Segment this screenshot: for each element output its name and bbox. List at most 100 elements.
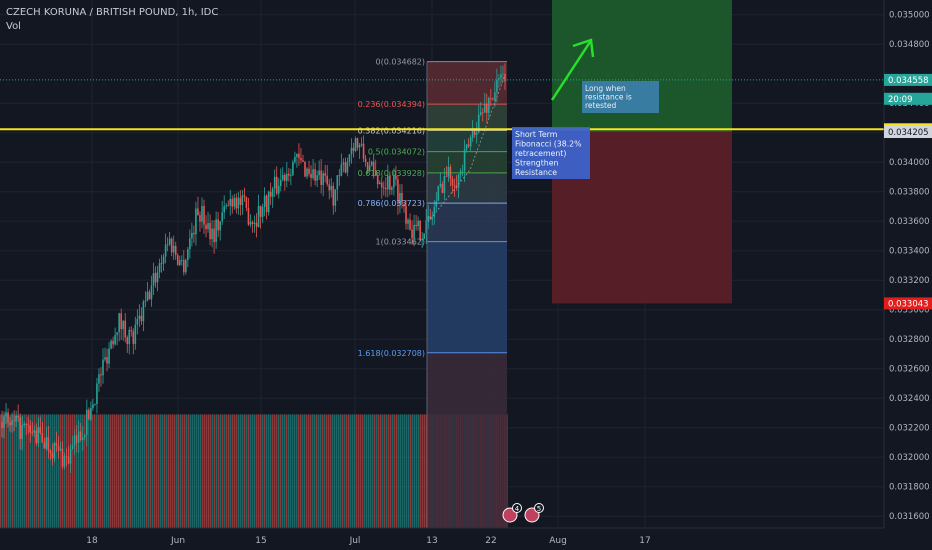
candle-body xyxy=(322,173,324,185)
candle-body xyxy=(334,189,337,206)
long-note-box[interactable] xyxy=(582,81,659,113)
volume-bar xyxy=(290,414,292,528)
candle-body xyxy=(346,161,349,173)
candle-body xyxy=(146,291,149,301)
candle-body xyxy=(469,137,472,147)
volume-bar xyxy=(224,414,226,528)
price-tag-bg[interactable] xyxy=(884,297,932,310)
volume-bar xyxy=(10,414,12,528)
volume-bar xyxy=(66,414,68,528)
candle-body xyxy=(82,437,84,440)
fibonacci-levels[interactable]: 0(0.034682) 0.236(0.034394) 0.382(0.034216… xyxy=(358,58,507,538)
price-axis[interactable]: 0.0350000.0348000.0344000.0342000.034000… xyxy=(883,0,932,550)
time-tick-label: 22 xyxy=(485,536,496,546)
time-axis[interactable]: 18 Jun 15 Jul 13 22 Aug 17 xyxy=(0,527,884,550)
volume-bar xyxy=(226,414,228,528)
candle-body xyxy=(429,216,432,220)
volume-bar xyxy=(42,414,44,528)
candle-body xyxy=(286,173,288,181)
time-tick-label: Aug xyxy=(549,536,567,546)
candle-body xyxy=(354,138,357,151)
fib-zone xyxy=(427,241,507,353)
candle-body xyxy=(217,219,219,231)
candle-body xyxy=(481,112,484,114)
volume-bar xyxy=(378,414,380,528)
price-tag-bg[interactable] xyxy=(884,126,932,138)
price-tag-bg[interactable] xyxy=(884,73,932,86)
candle-body xyxy=(261,207,264,217)
volume-bar xyxy=(376,414,378,528)
candle-body xyxy=(154,273,157,283)
candle-body xyxy=(35,430,38,443)
candle-body xyxy=(300,157,302,161)
candle-body xyxy=(223,206,225,213)
volume-bar xyxy=(126,414,128,528)
volume-bar xyxy=(408,414,410,528)
candle-body xyxy=(490,97,492,99)
candle-body xyxy=(269,191,272,197)
event-count-badge xyxy=(534,503,544,513)
volume-bar xyxy=(100,414,102,528)
candle-body xyxy=(235,197,238,209)
volume-bar xyxy=(252,414,254,528)
fib-level-label: 0.5(0.034072) xyxy=(368,148,425,157)
candle-body xyxy=(350,147,353,155)
volume-bar xyxy=(180,414,182,528)
time-tick-label: Jun xyxy=(170,536,185,546)
price-tick-label: 0.033600 xyxy=(889,217,930,227)
candle-body xyxy=(13,420,15,422)
candle-body xyxy=(397,179,399,204)
volume-bar xyxy=(30,414,32,528)
price-tag-bg[interactable] xyxy=(884,92,932,105)
volume-bar xyxy=(414,414,416,528)
candle-body xyxy=(90,408,92,420)
candle-body xyxy=(330,186,333,191)
candle-body xyxy=(387,175,389,190)
candle-body xyxy=(209,223,211,240)
volume-bar xyxy=(0,414,2,528)
time-tick-label: 17 xyxy=(639,536,650,546)
candle-body xyxy=(257,206,260,227)
volume-legend-label[interactable]: Vol xyxy=(6,21,21,32)
candle-body xyxy=(273,176,276,189)
fib-note-text: Short Term xyxy=(515,130,557,139)
candle-body xyxy=(241,195,244,205)
long-note-text: retested xyxy=(585,101,617,110)
volume-bar xyxy=(340,414,342,528)
candle-body xyxy=(483,104,486,113)
volume-bar xyxy=(132,414,134,528)
volume-bar xyxy=(218,414,220,528)
fib-zone xyxy=(427,151,507,173)
volume-bar xyxy=(324,414,326,528)
volume-bar xyxy=(154,414,156,528)
candle-body xyxy=(281,174,284,181)
candle-body xyxy=(441,183,444,193)
time-tick-label: 13 xyxy=(426,536,437,546)
symbol-title[interactable]: CZECH KORUNA / BRITISH POUND, 1h, IDC xyxy=(6,7,219,18)
candle-body xyxy=(225,205,228,207)
price-tick-label: 0.033800 xyxy=(889,188,930,198)
volume-bar xyxy=(390,414,392,528)
candle-body xyxy=(124,320,127,338)
volume-bar xyxy=(174,414,176,528)
candle-body xyxy=(344,162,347,173)
volume-bar xyxy=(88,414,90,528)
long-arrow-head xyxy=(572,38,595,58)
horizontal-lines[interactable] xyxy=(0,79,884,131)
candle-body xyxy=(79,431,82,440)
candle-body xyxy=(332,186,335,206)
candle-body xyxy=(134,324,137,344)
price-tick-label: 0.033200 xyxy=(889,276,930,286)
fib-zone xyxy=(427,104,507,131)
candle-body xyxy=(84,434,86,438)
volume-bar xyxy=(304,414,306,528)
candle-body xyxy=(203,206,205,225)
candle-body xyxy=(314,169,316,181)
candle-body xyxy=(403,204,405,207)
candle-body xyxy=(187,249,189,260)
volume-bar xyxy=(374,414,376,528)
fib-note-box[interactable] xyxy=(512,127,590,179)
volume-bar xyxy=(158,414,160,528)
